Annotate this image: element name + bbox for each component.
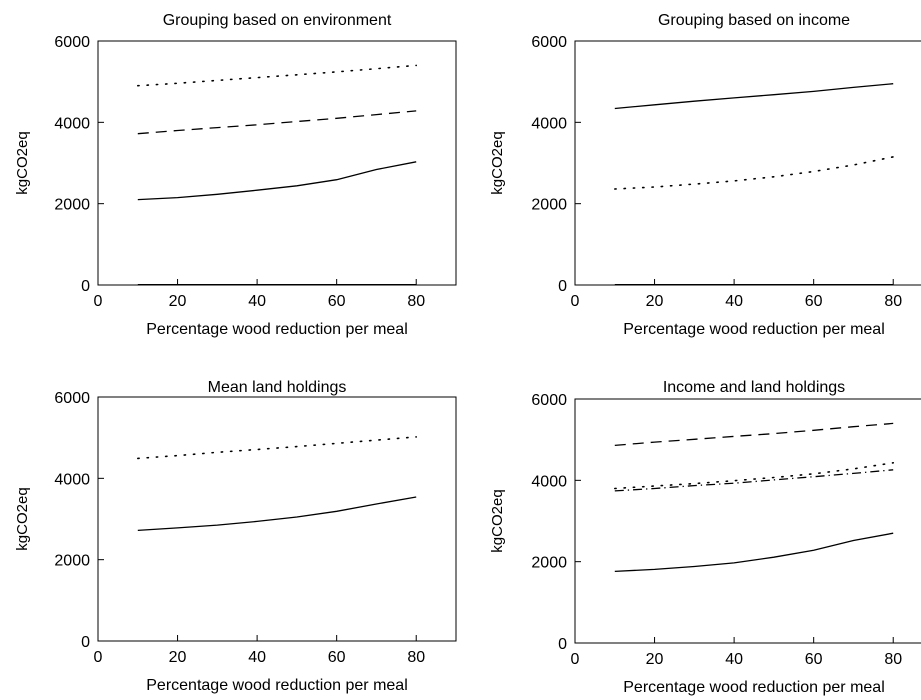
y-tick-label: 2000 [531, 555, 567, 572]
y-tick-label: 4000 [531, 473, 567, 490]
y-tick-label: 6000 [54, 34, 90, 51]
x-tick-label: 40 [725, 293, 743, 310]
x-tick-label: 60 [328, 649, 346, 666]
x-tick-label: 0 [94, 293, 103, 310]
y-tick-label: 6000 [54, 390, 90, 407]
series-line-solid [614, 83, 894, 110]
y-tick-label: 4000 [54, 471, 90, 488]
axes-box [97, 40, 457, 286]
axes-box [97, 396, 457, 642]
x-axis-label: Percentage wood reduction per meal [623, 321, 885, 338]
y-tick-label: 4000 [54, 115, 90, 132]
x-tick-label: 40 [248, 293, 266, 310]
x-tick-label: 20 [646, 651, 664, 668]
panel-title: Income and land holdings [663, 379, 845, 396]
y-tick-label: 2000 [54, 197, 90, 214]
x-tick-label: 20 [169, 649, 187, 666]
panel-environment: Grouping based on environment 0 20 40 60 80 0… [14, 12, 457, 338]
y-tick-label: 6000 [531, 34, 567, 51]
panel-income: Grouping based on income 0 20 40 60 80 0 2000 4… [489, 12, 921, 338]
axes-box [574, 40, 921, 286]
x-tick-label: 20 [169, 293, 187, 310]
y-axis-label: kgCO2eq [14, 487, 31, 550]
y-axis-label: kgCO2eq [489, 489, 506, 552]
x-tick-label: 40 [248, 649, 266, 666]
x-axis-label: Percentage wood reduction per meal [146, 677, 408, 694]
series-line-solid [614, 532, 894, 573]
x-tick-label: 0 [94, 649, 103, 666]
x-tick-label: 0 [571, 293, 580, 310]
x-tick-label: 80 [407, 293, 425, 310]
panel-title: Grouping based on environment [163, 12, 392, 29]
x-tick-label: 80 [884, 651, 902, 668]
axes-box [574, 398, 921, 644]
y-tick-label: 0 [558, 278, 567, 295]
y-tick-label: 0 [81, 634, 90, 651]
x-tick-label: 60 [328, 293, 346, 310]
y-tick-label: 2000 [531, 197, 567, 214]
series-line-dotted [137, 64, 418, 87]
y-tick-label: 6000 [531, 392, 567, 409]
x-axis-label: Percentage wood reduction per meal [146, 321, 408, 338]
y-axis-label: kgCO2eq [489, 131, 506, 194]
y-tick-label: 2000 [54, 553, 90, 570]
x-tick-label: 60 [805, 293, 823, 310]
series-line-solid [137, 161, 417, 201]
x-tick-label: 80 [407, 649, 425, 666]
panel-income-land: Income and land holdings 0 20 40 60 80 0 2000 4… [489, 379, 921, 696]
series-line-dotted [137, 436, 418, 460]
y-tick-label: 0 [81, 278, 90, 295]
y-tick-label: 0 [558, 636, 567, 653]
panel-mean-land: Mean land holdings 0 20 40 60 80 0 2000 4000 600… [14, 379, 457, 694]
series-line-dashed [614, 422, 894, 447]
x-tick-label: 60 [805, 651, 823, 668]
x-tick-label: 0 [571, 651, 580, 668]
series-line-dashed [137, 110, 417, 135]
y-tick-label: 4000 [531, 115, 567, 132]
series-line-dotted [613, 461, 895, 490]
series-line-solid [137, 496, 417, 532]
x-tick-label: 80 [884, 293, 902, 310]
panel-title: Grouping based on income [658, 12, 850, 29]
series-line-dotted [613, 156, 895, 190]
x-tick-label: 40 [725, 651, 743, 668]
panel-title: Mean land holdings [208, 379, 347, 396]
x-axis-label: Percentage wood reduction per meal [623, 679, 885, 696]
series-line-dashdot [614, 469, 894, 492]
x-tick-label: 20 [646, 293, 664, 310]
y-axis-label: kgCO2eq [14, 131, 31, 194]
